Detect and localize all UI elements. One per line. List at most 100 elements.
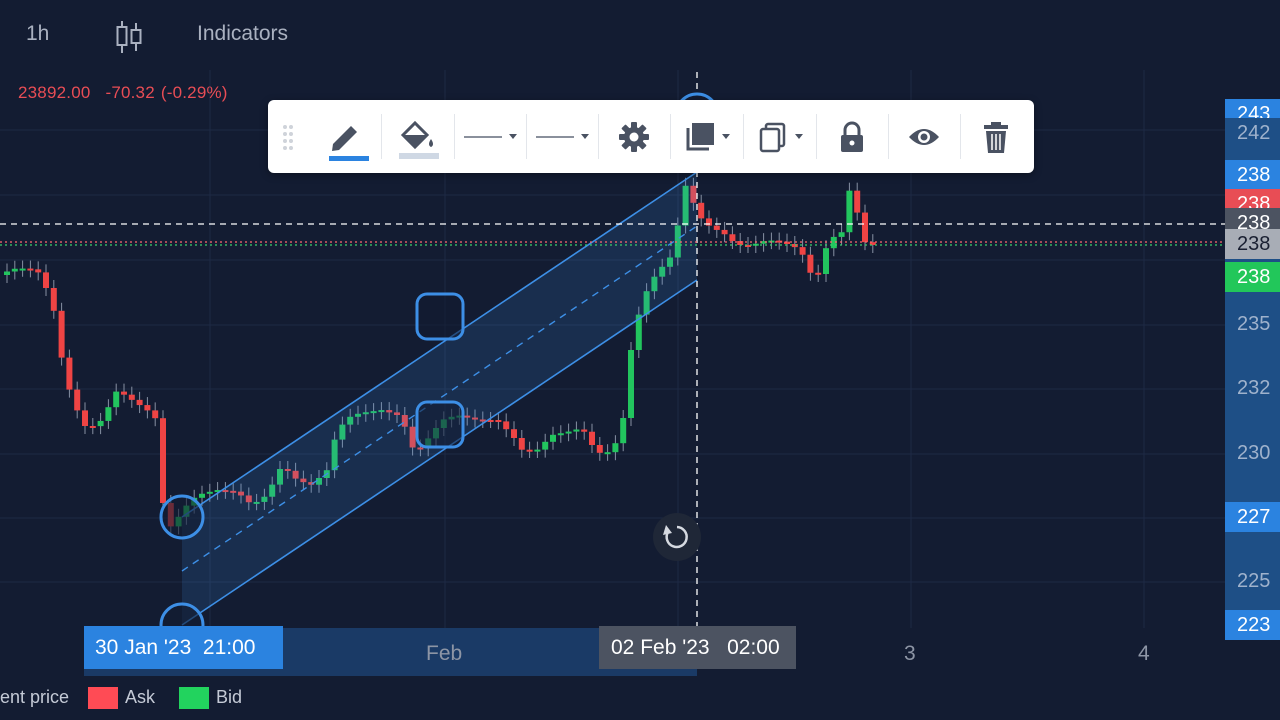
delete-button[interactable] [962, 100, 1030, 173]
clone-dropdown[interactable] [746, 100, 818, 173]
candle-body [784, 241, 790, 244]
channel-anchor-start-handle[interactable] [159, 494, 205, 540]
line-style-dropdown[interactable] [456, 100, 524, 173]
candle-body [245, 495, 252, 503]
candle-body [401, 415, 408, 427]
fill-bucket-icon [399, 120, 439, 159]
candle-body [503, 421, 510, 430]
candle-body [557, 433, 564, 436]
candle-body [35, 269, 42, 273]
candle-body [43, 272, 49, 288]
timeframe-selector[interactable]: 1h [26, 22, 50, 45]
candle-body [799, 247, 806, 255]
candle-body [612, 443, 619, 453]
candle-body [269, 484, 276, 497]
channel-width-handle-top[interactable] [415, 292, 465, 341]
last-price: 23892.00 [18, 83, 91, 102]
line-width-dropdown[interactable] [528, 100, 596, 173]
candle-body [604, 452, 611, 455]
line-color-button[interactable] [310, 100, 380, 173]
rotate-icon[interactable] [653, 513, 701, 561]
candle-body [667, 257, 673, 267]
candle-body [596, 445, 603, 453]
candlestick-icon[interactable] [114, 20, 144, 54]
candle-body [706, 218, 712, 226]
candle-body [729, 234, 736, 242]
candle-body [760, 241, 767, 244]
settings-button[interactable] [600, 100, 668, 173]
fill-color-button[interactable] [382, 100, 452, 173]
candle-body [136, 399, 143, 406]
legend-current-price[interactable]: ent price [0, 687, 70, 707]
visibility-button[interactable] [890, 100, 958, 173]
price-axis-tag: 225 [1225, 566, 1280, 596]
x-axis-tick-3: 3 [904, 642, 916, 665]
candle-body [300, 478, 307, 483]
drag-handle-icon[interactable] [278, 100, 298, 173]
candle-body [534, 449, 541, 452]
candle-body [417, 447, 424, 450]
candle-body [58, 310, 65, 358]
price-change: -70.32 [105, 83, 155, 102]
candle-body [222, 490, 229, 493]
channel-fill [182, 172, 697, 625]
candle-body [479, 419, 486, 422]
candle-body [674, 225, 681, 258]
candle-body [113, 391, 120, 408]
candle-body [565, 431, 572, 434]
candle-body [815, 272, 822, 275]
price-axis-tag: 223 [1225, 610, 1280, 640]
price-axis-tag: 227 [1225, 502, 1280, 532]
candle-body [394, 412, 400, 415]
x-axis-start-label: 30 Jan '23 21:00 [95, 636, 256, 659]
x-axis-cursor-label: 02 Feb '23 02:00 [611, 636, 780, 659]
candle-body [144, 405, 151, 411]
price-axis-tag: 238 [1225, 160, 1280, 190]
candle-body [854, 190, 861, 213]
candle-body [542, 441, 549, 450]
price-axis-tag: 230 [1225, 438, 1280, 468]
parallel-channel-drawing [181, 171, 698, 626]
lock-button[interactable] [818, 100, 886, 173]
candle-body [464, 415, 471, 418]
candle-body [362, 412, 369, 415]
candle-body [487, 420, 494, 422]
channel-width-handle-bottom[interactable] [415, 400, 465, 449]
candle-body [27, 268, 34, 271]
candle-body [776, 240, 783, 243]
candle-body [409, 426, 416, 448]
candle-body [581, 429, 588, 432]
candle-body [206, 491, 213, 494]
eye-icon [909, 128, 939, 145]
candle-body [791, 244, 798, 248]
candle-body [331, 439, 338, 471]
line-style-icon [464, 133, 517, 139]
trash-icon [984, 121, 1008, 153]
candle-body [472, 417, 478, 420]
candle-body [82, 410, 88, 426]
candle-body [105, 407, 112, 421]
candle-body [253, 501, 260, 504]
candle-body [862, 212, 868, 243]
candle-body [121, 391, 127, 395]
legend-ask[interactable]: Ask [88, 684, 155, 710]
legend-bid[interactable]: Bid [179, 684, 242, 710]
candle-body [651, 276, 658, 292]
candle-body [160, 418, 166, 503]
candle-body [386, 410, 393, 413]
candle-body [50, 288, 57, 311]
candlestick-series [4, 177, 876, 535]
layer-order-dropdown[interactable] [672, 100, 746, 173]
candle-body [347, 416, 354, 425]
candle-body [526, 449, 533, 452]
candle-body [690, 185, 697, 203]
candle-body [378, 410, 385, 413]
indicators-button[interactable]: Indicators [197, 22, 289, 45]
x-axis-start-label-bg [84, 626, 283, 669]
candle-body [846, 190, 853, 233]
candle-body [199, 493, 205, 498]
price-axis-tag: 238 [1225, 262, 1280, 292]
price-axis-tag: 232 [1225, 373, 1280, 403]
candle-body [261, 496, 268, 502]
